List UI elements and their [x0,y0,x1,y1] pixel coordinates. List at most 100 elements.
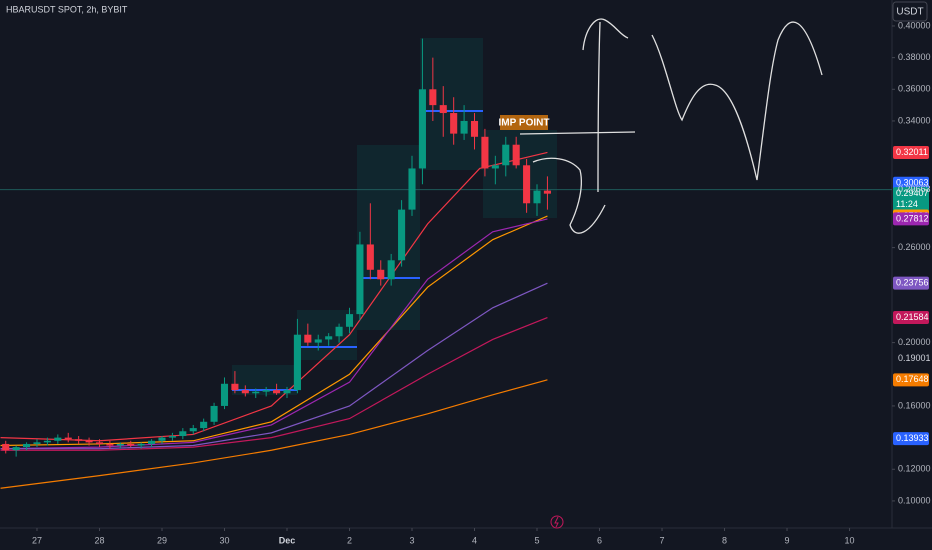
price-label: 0.23756 [896,278,929,288]
x-tick-label: 30 [219,535,229,545]
price-label: 0.32011 [896,147,928,157]
candle-body [179,431,187,437]
candle-body [335,326,343,337]
annotation-box [500,115,548,130]
candle-body [231,383,239,391]
candle-body [543,190,551,194]
candle-body [470,120,479,137]
candle-body [283,390,291,394]
x-tick-label: 5 [535,535,540,545]
candle-body [116,443,124,446]
plot-area [0,38,892,489]
price-label-box [893,311,929,325]
ma-line [0,379,548,489]
candle-body [220,383,229,406]
candle-body [439,105,447,114]
candle-body [33,442,41,444]
y-tick-label: 0.38000 [898,52,931,62]
candle-body [481,136,489,169]
y-tick-label: 0.10000 [898,495,931,505]
annotation: IMP POINT [499,118,550,129]
candle-body [293,334,301,391]
price-label-box [893,145,929,159]
currency-label[interactable]: USDT [896,7,923,18]
candle-body [460,120,468,134]
x-tick-label: Dec [279,535,296,545]
x-tick-label: 6 [597,535,602,545]
freehand [532,157,606,234]
candle-body [533,190,541,204]
candle-body [325,336,333,340]
ma-line [0,316,548,451]
candle-body [377,269,385,280]
chart-title: HBARUSDT SPOT, 2h, BYBIT [6,4,128,14]
y-tick-label: 0.34000 [898,115,931,125]
ma-line [0,215,548,447]
candle-body [137,443,145,446]
candle-body [314,339,322,343]
candle-body [95,442,104,444]
y-tick-label: 0.26000 [898,242,931,252]
candle-body [2,443,10,451]
ma-line [0,151,548,442]
price-label: 0.19001 [898,353,931,363]
candle-body [75,439,83,441]
price-label: 0.29663 [898,184,931,194]
y-tick-label: 0.40000 [898,20,931,30]
candle-body [12,447,20,451]
candle-body [273,390,281,394]
candle-body [168,436,176,438]
candle-body [366,244,374,270]
candle-body [64,437,72,440]
candle-body [429,89,437,106]
candle-body [200,421,208,429]
price-label: 0.13933 [896,433,929,443]
x-tick-label: 10 [845,535,855,545]
x-tick-label: 2 [347,535,352,545]
candle-body [106,443,114,446]
candle-body [148,440,156,444]
currency-button[interactable] [892,1,928,22]
price-label: 0.21584 [896,312,929,322]
trend-line [519,131,636,135]
candle-body [43,440,51,443]
candle-body [418,89,426,169]
candle-body [491,165,499,169]
y-tick-label: 0.16000 [898,400,931,410]
price-label-box [893,212,929,226]
candle-body [158,437,166,441]
x-tick-label: 27 [32,535,42,545]
x-tick-label: 8 [722,535,727,545]
price-label-box [893,187,929,212]
candle-body [345,314,354,327]
price-label: 0.30063 [896,178,929,188]
ma-line [0,218,548,450]
candle-body [252,391,260,394]
candle-body [262,390,270,392]
candle-body [189,428,197,432]
price-label: 0.27812 [896,213,929,223]
ma-line [0,282,548,450]
candle-body [304,334,312,343]
candle-body [23,443,31,448]
candle-body [502,144,510,166]
candle-body [241,390,249,394]
price-label-box [893,432,929,446]
candle-body [408,168,416,210]
candle-body [85,440,93,443]
freehand [651,21,823,181]
x-tick-label: 9 [785,535,790,545]
y-tick-label: 0.36000 [898,84,931,94]
candle-body [512,144,520,166]
y-tick-label: 0.20000 [898,337,931,347]
candle-body [450,113,458,134]
candle-body [210,405,218,422]
candle-body [356,244,364,315]
candle-body [523,165,531,204]
freehand [597,21,601,193]
countdown: 11:24 [896,199,918,209]
lightning-icon [550,515,564,529]
price-label-box [893,373,929,387]
freehand [582,18,629,51]
